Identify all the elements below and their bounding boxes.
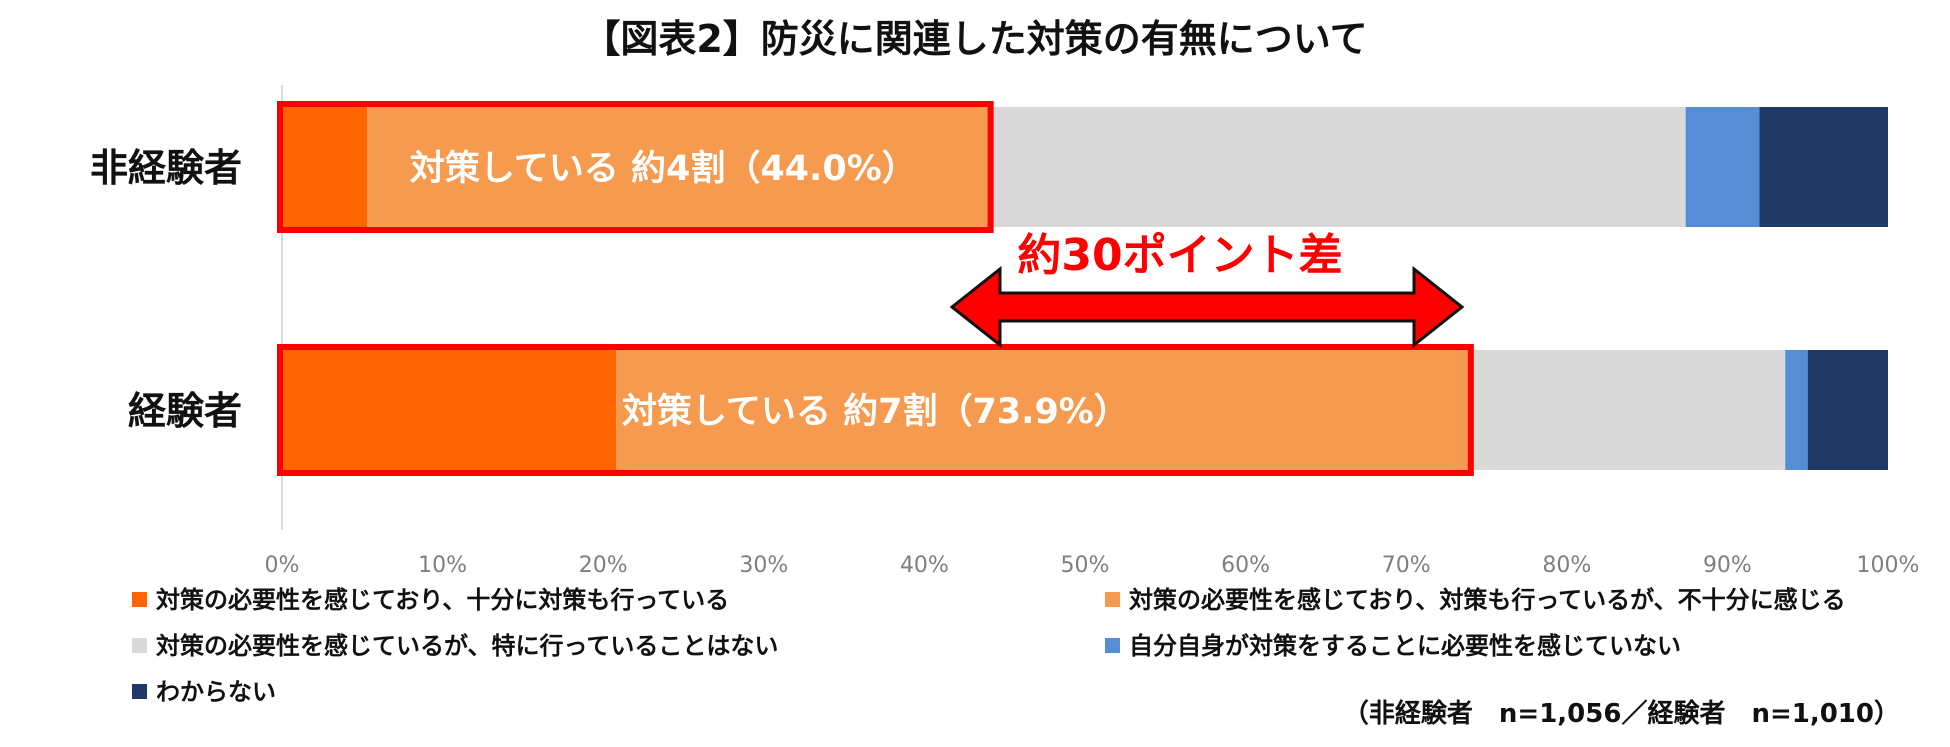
bar-0-segment-1 xyxy=(367,107,989,227)
legend-label: 対策の必要性を感じており、対策も行っているが、不十分に感じる xyxy=(1129,586,1846,614)
highlight-frame xyxy=(277,101,994,233)
legend: 対策の必要性を感じており、十分に対策も行っている 対策の必要性を感じており、対策も… xyxy=(132,586,1846,706)
legend-label: 対策の必要性を感じており、十分に対策も行っている xyxy=(156,586,729,614)
x-tick-label: 70% xyxy=(1382,553,1431,578)
sample-size-footnote: （非経験者 n=1,056／経験者 n=1,010） xyxy=(1343,698,1900,729)
x-tick-label: 10% xyxy=(418,553,467,578)
legend-swatch xyxy=(132,592,147,607)
highlight-frame xyxy=(277,344,1474,476)
bar-1-segment-4 xyxy=(1807,350,1888,470)
x-tick-label: 90% xyxy=(1703,553,1752,578)
legend-label: わからない xyxy=(156,678,276,706)
plot-area: 非経験者 対策している 約4割（44.0%） 経験者 対策している 約7割（73.9%… xyxy=(90,85,1919,578)
legend-label: 自分自身が対策をすることに必要性を感じていない xyxy=(1129,632,1681,660)
x-tick-label: 100% xyxy=(1857,553,1920,578)
legend-swatch xyxy=(1105,592,1120,607)
x-tick-label: 0% xyxy=(265,553,300,578)
x-tick-label: 60% xyxy=(1221,553,1270,578)
x-tick-label: 50% xyxy=(1061,553,1110,578)
bar-1-segment-2 xyxy=(1468,350,1786,470)
legend-swatch xyxy=(132,638,147,653)
bar-0-segment-3 xyxy=(1685,107,1760,227)
bar-0-segment-4 xyxy=(1759,107,1888,227)
x-tick-label: 40% xyxy=(900,553,949,578)
bar-1-segment-1 xyxy=(616,350,1469,470)
chart-title: 【図表2】防災に関連した対策の有無について xyxy=(582,17,1367,61)
x-tick-label: 30% xyxy=(739,553,788,578)
bar-annotation: 対策している 約7割（73.9%） xyxy=(622,392,1129,432)
bar-annotation: 対策している 約4割（44.0%） xyxy=(410,149,917,189)
x-tick-label: 20% xyxy=(579,553,628,578)
legend-label: 対策の必要性を感じているが、特に行っていることはない xyxy=(156,632,778,660)
difference-arrow xyxy=(949,265,1465,349)
category-label: 経験者 xyxy=(128,389,242,433)
bar-1-segment-3 xyxy=(1785,350,1808,470)
bar-1-segment-0 xyxy=(282,350,617,470)
category-label: 非経験者 xyxy=(90,146,242,190)
legend-swatch xyxy=(132,684,147,699)
legend-swatch xyxy=(1105,638,1120,653)
x-tick-label: 80% xyxy=(1542,553,1591,578)
bar-0-segment-0 xyxy=(282,107,368,227)
difference-annotation: 約30ポイント差 xyxy=(1017,230,1342,281)
bar-0-segment-2 xyxy=(988,107,1686,227)
